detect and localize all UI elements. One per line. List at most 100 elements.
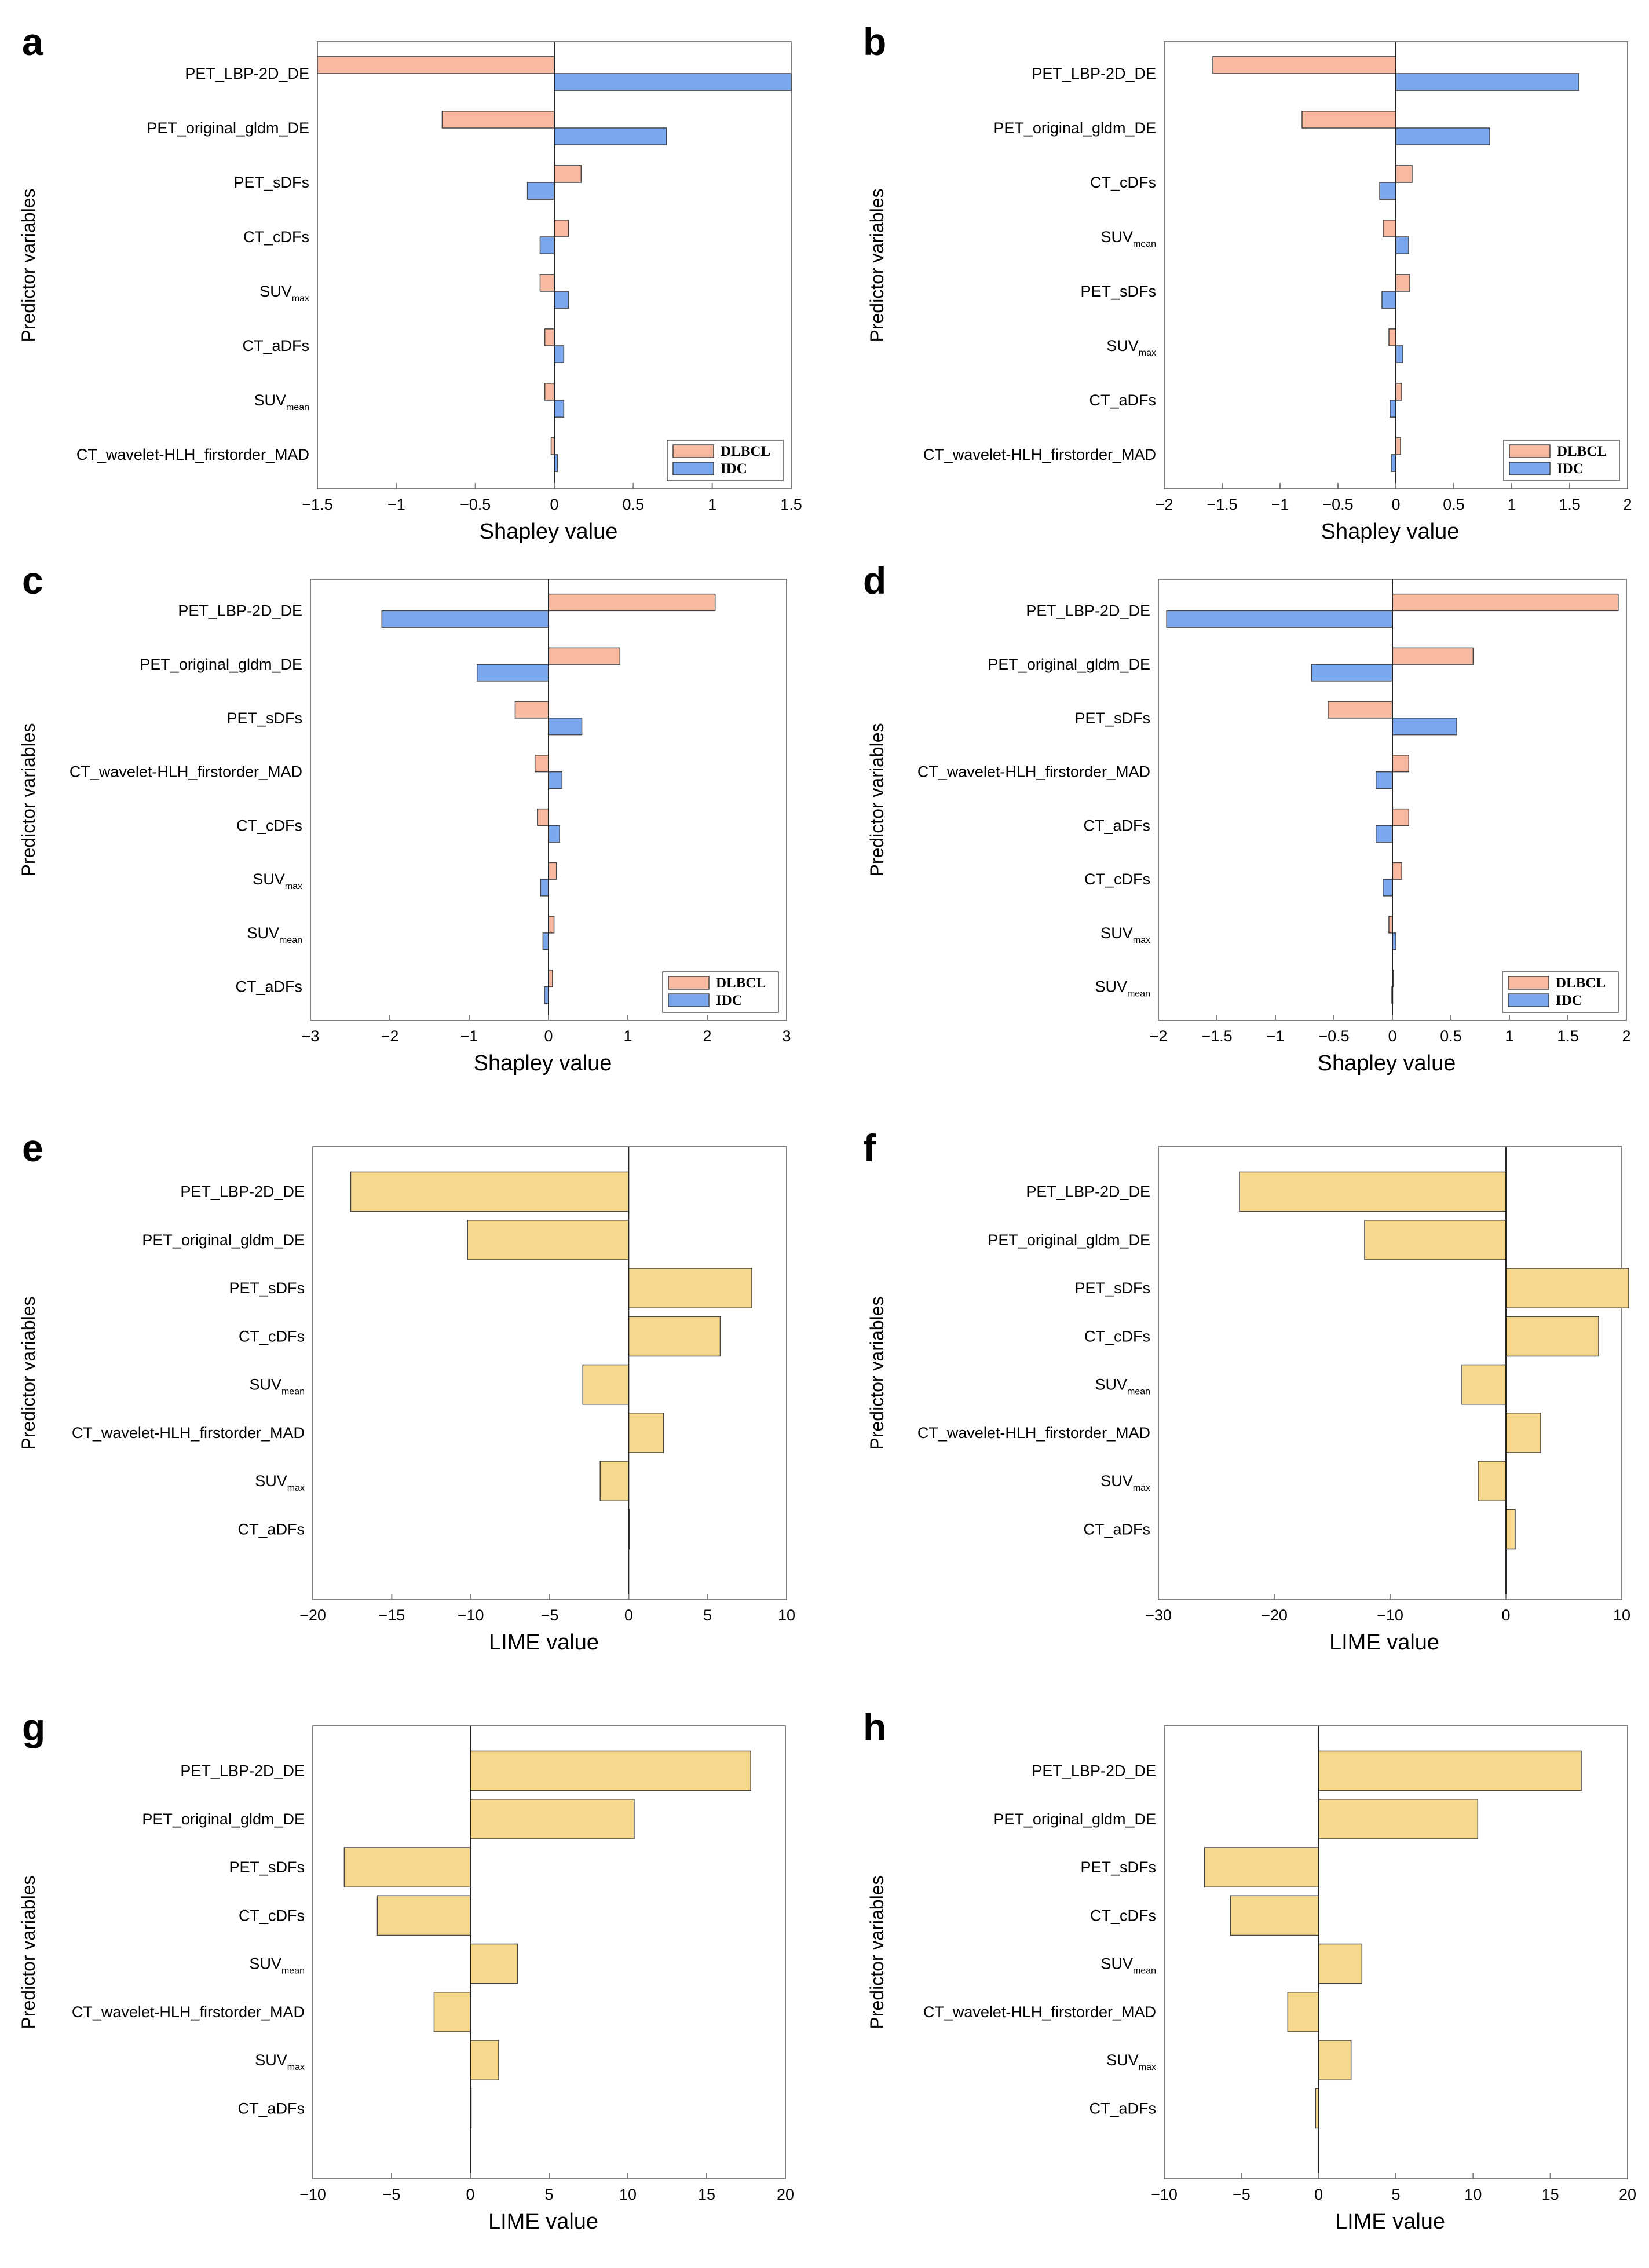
x-tick-label-4: 10 [619,2186,637,2203]
y-axis-label: Predictor variables [18,1876,39,2029]
x-tick-label-3: 0 [1501,1607,1510,1624]
chart-panel-e: e PET_LBP-2D_DE PET_original_gldm_DE PET_sD… [18,1126,795,1655]
legend-swatch-1 [1508,993,1549,1007]
bar-idc-2 [526,182,555,200]
y-axis-label: Predictor variables [18,723,39,877]
bar-6 [599,1461,630,1502]
category-label-6: SUVmax [1100,924,1150,945]
bar-3 [628,1316,721,1357]
category-label-6: SUVmax [255,2051,305,2072]
x-tick-label-1: −1 [387,496,405,513]
bar-idc-3 [1395,236,1409,254]
bar-dlbcl-4 [537,808,549,826]
x-tick-label-1: −20 [1261,1607,1288,1624]
legend-label-1: IDC [1557,461,1584,477]
bar-idc-1 [1395,127,1490,145]
bar-dlbcl-2 [1328,701,1393,719]
x-tick-label-0: −10 [1151,2186,1178,2203]
bar-1 [1364,1219,1507,1260]
category-label-6: SUVmax [1106,2051,1156,2072]
x-tick-label-2: −10 [458,1607,484,1624]
x-axis-label: Shapley value [1318,1051,1456,1076]
bar-4 [582,1364,630,1405]
category-label-2: PET_sDFs [229,1859,305,1876]
bar-idc-5 [1395,345,1403,363]
category-label-7: CT_wavelet-HLH_firstorder_MAD [76,446,309,463]
x-tick-label-5: 0.5 [1443,496,1465,513]
bar-dlbcl-4 [539,274,555,292]
x-tick-label-4: 0.5 [623,496,645,513]
bar-idc-4 [1375,825,1393,843]
x-tick-label-1: −15 [378,1607,405,1624]
x-tick-label-2: −1 [1267,1027,1285,1045]
x-tick-label-0: −20 [299,1607,326,1624]
category-label-1: PET_original_gldm_DE [142,1810,305,1828]
bar-6 [470,2040,499,2081]
y-axis-label: Predictor variables [18,1297,39,1450]
bar-5 [628,1412,664,1453]
bar-idc-6 [554,400,565,418]
x-tick-label-2: −1 [1271,496,1289,513]
category-label-0: PET_LBP-2D_DE [1032,65,1156,82]
bar-idc-5 [540,879,549,897]
x-tick-label-0: −1.5 [302,496,332,513]
bar-6 [1318,2040,1352,2081]
legend-swatch-1 [1509,462,1551,475]
x-tick-label-3: −0.5 [1318,1027,1349,1045]
category-label-3: CT_wavelet-HLH_firstorder_MAD [917,763,1150,781]
legend-swatch-1 [672,462,714,475]
y-axis-label: Predictor variables [866,189,887,342]
category-label-4: SUVmean [1100,1955,1156,1976]
chart-panel-c: c PET_LBP-2D_DE PET_original_gldm_DE PET_sD… [18,559,791,1076]
x-tick-label-6: 1.5 [780,496,802,513]
x-tick-label-2: −0.5 [460,496,491,513]
bar-idc-2 [548,718,583,736]
x-tick-label-3: 5 [544,2186,553,2203]
chart-panel-a: a PET_LBP-2D_DE PET_original_gldm_DE PET_sD… [18,20,802,544]
legend-label-0: DLBCL [721,444,770,459]
x-tick-label-0: −30 [1145,1607,1172,1624]
bar-dlbcl-1 [548,647,621,665]
bar-2 [1505,1268,1629,1309]
category-label-5: CT_wavelet-HLH_firstorder_MAD [72,2003,305,2021]
category-label-5: SUVmax [253,870,302,891]
bar-0 [350,1171,630,1212]
x-tick-label-3: 5 [1391,2186,1400,2203]
category-label-7: CT_wavelet-HLH_firstorder_MAD [923,446,1156,463]
bar-idc-4 [1381,291,1396,309]
category-label-3: CT_cDFs [243,228,309,246]
category-label-0: PET_LBP-2D_DE [185,65,309,82]
x-tick-label-4: 10 [1613,1607,1630,1624]
bar-idc-7 [1391,454,1396,472]
panel-letter-d: d [863,559,886,602]
category-label-4: SUVmean [1095,1376,1150,1397]
category-label-2: PET_sDFs [1074,1279,1150,1297]
x-tick-label-3: 0 [550,496,558,513]
legend: DLBCL IDC [662,971,779,1013]
x-axis-label: Shapley value [480,520,618,544]
category-label-5: SUVmax [1106,337,1156,358]
bar-idc-5 [1383,879,1393,897]
x-tick-label-1: −1.5 [1201,1027,1232,1045]
bar-idc-3 [1375,771,1393,789]
x-tick-label-1: −5 [1233,2186,1251,2203]
category-label-7: CT_aDFs [1089,2099,1156,2117]
plot-frame [1158,1146,1622,1600]
bar-dlbcl-6 [544,383,555,401]
x-tick-label-6: 10 [778,1607,795,1624]
x-axis-label: LIME value [1335,2210,1445,2234]
x-axis-label: LIME value [488,2210,598,2234]
x-tick-label-2: −1 [460,1027,478,1045]
y-axis-label: Predictor variables [866,1876,887,2029]
category-label-4: SUVmean [249,1376,305,1397]
bar-idc-6 [542,932,549,950]
category-label-4: CT_cDFs [236,817,302,834]
category-label-5: CT_wavelet-HLH_firstorder_MAD [72,1424,305,1442]
x-tick-label-1: −2 [381,1027,399,1045]
category-label-0: PET_LBP-2D_DE [1026,1183,1150,1201]
bar-0 [1318,1750,1582,1791]
x-tick-label-5: 2 [703,1027,711,1045]
bar-dlbcl-7 [1395,437,1401,455]
panel-letter-b: b [863,20,886,63]
bar-dlbcl-2 [514,701,549,719]
